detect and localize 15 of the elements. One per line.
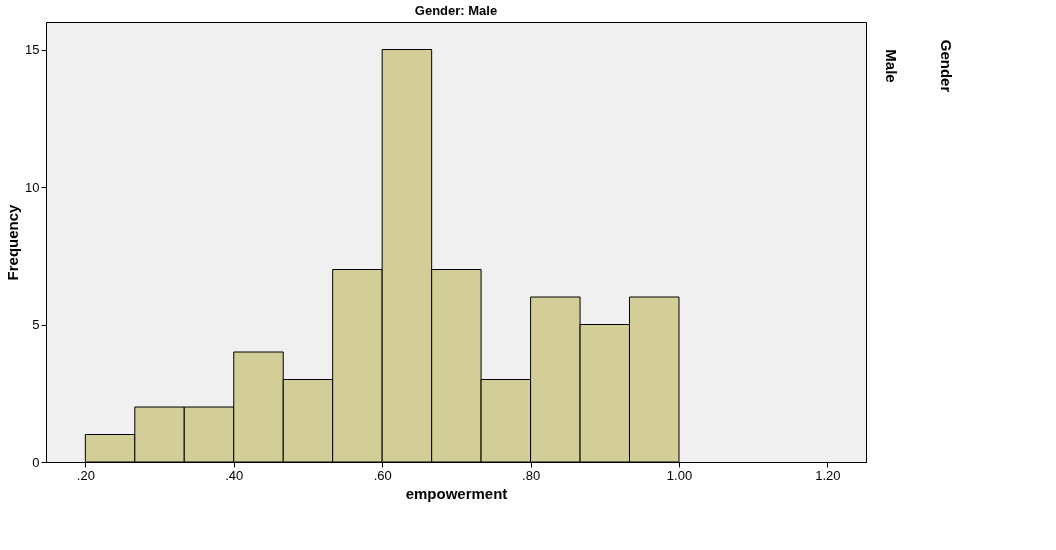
y-axis-title: Frequency xyxy=(4,203,22,281)
x-tick-label: 1.20 xyxy=(815,467,841,483)
y-tick-label: 15 xyxy=(25,42,40,57)
y-tick-label: 0 xyxy=(32,454,40,470)
y-tick-label: 5 xyxy=(32,317,40,332)
x-tick-label: .40 xyxy=(225,467,244,483)
x-tick-label: .20 xyxy=(76,467,95,483)
x-axis-title: empowerment xyxy=(405,484,508,502)
text: Gender xyxy=(938,39,955,93)
text: Male xyxy=(883,49,900,83)
x-tick-label: .80 xyxy=(522,467,541,483)
chart-title: Gender: Male xyxy=(414,3,498,18)
y-tick-label: 10 xyxy=(25,179,40,195)
x-tick-label: .60 xyxy=(373,467,392,483)
x-tick-label: 1.00 xyxy=(666,467,693,483)
